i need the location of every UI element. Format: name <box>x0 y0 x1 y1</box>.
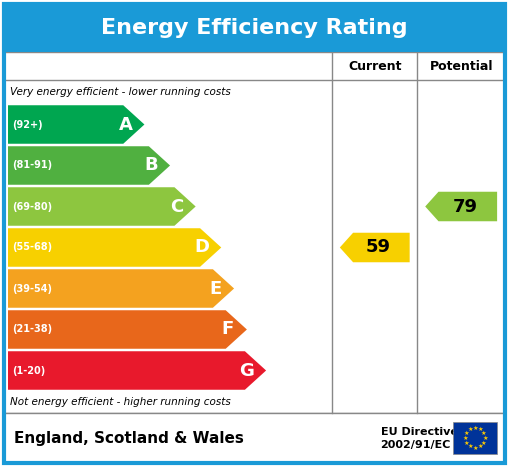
Text: D: D <box>195 239 210 256</box>
Polygon shape <box>8 269 234 308</box>
Text: (21-38): (21-38) <box>12 325 52 334</box>
Text: A: A <box>119 115 132 134</box>
Polygon shape <box>8 228 221 267</box>
Text: Very energy efficient - lower running costs: Very energy efficient - lower running co… <box>10 87 231 97</box>
Text: C: C <box>170 198 183 215</box>
Text: EU Directive: EU Directive <box>381 427 458 437</box>
Polygon shape <box>8 310 247 349</box>
Text: G: G <box>240 361 254 380</box>
Text: F: F <box>222 320 234 339</box>
Text: ★: ★ <box>462 436 468 440</box>
Text: ★: ★ <box>467 427 473 432</box>
Bar <box>4 4 505 52</box>
Bar <box>453 422 497 454</box>
Text: (55-68): (55-68) <box>12 242 52 253</box>
Text: (92+): (92+) <box>12 120 43 129</box>
Polygon shape <box>8 105 145 144</box>
Text: ★: ★ <box>481 431 487 436</box>
Text: ★: ★ <box>477 427 483 432</box>
Text: B: B <box>144 156 158 175</box>
Text: (69-80): (69-80) <box>12 201 52 212</box>
Text: ★: ★ <box>472 446 478 451</box>
Text: ★: ★ <box>464 440 469 446</box>
Text: ★: ★ <box>464 431 469 436</box>
Text: ★: ★ <box>481 440 487 446</box>
Polygon shape <box>8 187 195 226</box>
Polygon shape <box>425 192 497 221</box>
Text: ★: ★ <box>482 436 488 440</box>
Polygon shape <box>8 146 170 185</box>
Text: England, Scotland & Wales: England, Scotland & Wales <box>14 431 244 446</box>
Bar <box>4 52 505 413</box>
Polygon shape <box>8 351 266 390</box>
Text: (1-20): (1-20) <box>12 366 45 375</box>
Text: Not energy efficient - higher running costs: Not energy efficient - higher running co… <box>10 397 231 407</box>
Text: ★: ★ <box>467 444 473 449</box>
Text: (39-54): (39-54) <box>12 283 52 293</box>
Text: Energy Efficiency Rating: Energy Efficiency Rating <box>101 18 408 38</box>
Text: 59: 59 <box>366 239 391 256</box>
Text: ★: ★ <box>472 425 478 431</box>
Text: 2002/91/EC: 2002/91/EC <box>381 440 451 450</box>
Text: E: E <box>209 280 221 297</box>
Text: (81-91): (81-91) <box>12 161 52 170</box>
Text: ★: ★ <box>477 444 483 449</box>
Polygon shape <box>340 233 410 262</box>
Text: 79: 79 <box>453 198 477 215</box>
Bar <box>4 413 505 463</box>
Text: Potential: Potential <box>430 59 493 72</box>
Text: Current: Current <box>348 59 402 72</box>
